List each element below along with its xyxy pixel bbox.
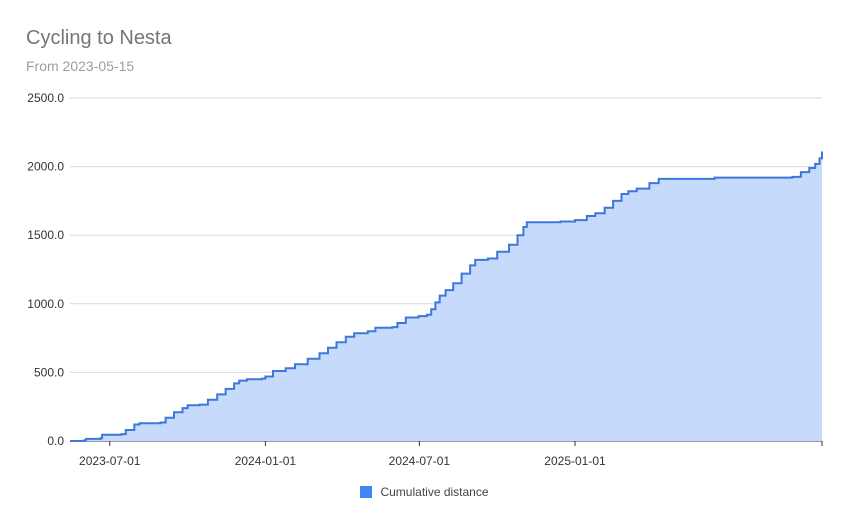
y-tick-label: 500.0 [34,365,64,379]
x-tick-label: 2025-01-01 [544,454,606,468]
y-tick-label: 1500.0 [27,228,64,242]
x-tick-label: 2023-07-01 [79,454,141,468]
axes: 0.0 500.0 1000.0 1500.0 2000.0 2500.0 2023-07-… [27,91,823,468]
x-tick-label: 2024-07-01 [389,454,451,468]
legend-label: Cumulative distance [380,485,489,499]
y-tick-label: 0.0 [47,434,64,448]
chart-title: Cycling to Nesta [26,27,172,49]
x-tick-label: 2024-01-01 [235,454,297,468]
y-tick-label: 2500.0 [27,91,64,105]
legend: Cumulative distance [0,485,849,499]
legend-swatch [360,486,373,498]
y-tick-label: 2000.0 [27,160,64,174]
chart-subtitle: From 2023-05-15 [26,58,135,74]
cumulative-distance-line [70,151,823,442]
y-tick-label: 1000.0 [27,297,64,311]
